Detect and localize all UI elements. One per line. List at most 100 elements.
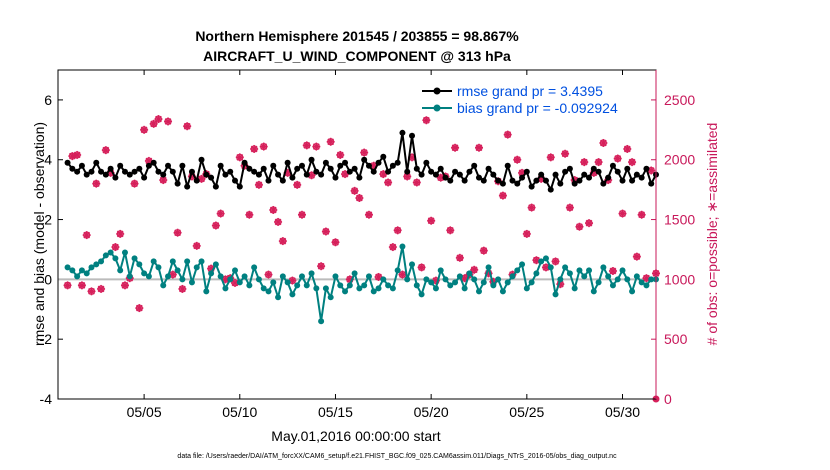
right-tick-label: 2500 [664, 92, 695, 108]
obs-assimilated-marker [269, 205, 278, 214]
obs-assimilated-marker [130, 179, 139, 188]
obs-assimilated-marker [551, 257, 560, 266]
rmse-point [198, 156, 205, 163]
bias-point [112, 255, 119, 262]
left-tick-label: 4 [44, 152, 52, 168]
rmse-point [179, 162, 186, 169]
obs-assimilated-marker [350, 186, 359, 195]
bias-point [533, 270, 540, 277]
obs-assimilated-marker [398, 270, 407, 279]
rmse-point [255, 171, 262, 178]
rmse-point [428, 168, 435, 175]
bias-series [64, 243, 659, 325]
rmse-point [619, 177, 626, 184]
obs-assimilated-marker [116, 229, 125, 238]
rmse-point [74, 168, 81, 175]
bias-point [643, 282, 650, 289]
obs-assimilated-marker [565, 203, 574, 212]
bias-point [337, 282, 344, 289]
rmse-point [452, 168, 459, 175]
bias-point [404, 276, 411, 283]
bias-point [538, 258, 545, 265]
bias-point [198, 258, 205, 265]
rmse-point [351, 165, 358, 172]
bias-point [121, 249, 128, 256]
rmse-point [337, 162, 344, 169]
rmse-point [605, 174, 612, 181]
obs-assimilated-marker [250, 144, 259, 153]
rmse-point [456, 171, 463, 178]
rmse-point [624, 165, 631, 172]
rmse-point [83, 171, 90, 178]
rmse-point [504, 162, 511, 169]
bias-point [370, 288, 377, 295]
obs-assimilated-marker [403, 172, 412, 181]
obs-assimilated-marker [235, 153, 244, 162]
obs-assimilated-marker [331, 238, 340, 247]
rmse-point [78, 162, 85, 169]
rmse-point [241, 159, 248, 166]
rmse-point [294, 165, 301, 172]
bias-point [188, 279, 195, 286]
rmse-point [174, 180, 181, 187]
obs-assimilated-marker [140, 125, 149, 134]
obs-assimilated-marker [326, 137, 335, 146]
rmse-point [600, 180, 607, 187]
rmse-point [69, 165, 76, 172]
rmse-point [165, 162, 172, 169]
rmse-point [514, 180, 521, 187]
bias-point [586, 267, 593, 274]
bias-point [322, 285, 329, 292]
bias-point [313, 285, 320, 292]
obs-assimilated-marker [77, 281, 86, 290]
bias-point [88, 264, 95, 271]
rmse-point [461, 177, 468, 184]
rmse-point [327, 165, 334, 172]
rmse-point [519, 174, 526, 181]
bias-point [624, 276, 631, 283]
bias-point [542, 255, 549, 262]
rmse-point [150, 159, 157, 166]
bias-point [255, 276, 262, 283]
bias-point [609, 282, 616, 289]
obs-assimilated-marker [173, 228, 182, 237]
obs-assimilated-marker [384, 178, 393, 187]
rmse-point [303, 171, 310, 178]
bias-point [93, 261, 100, 268]
rmse-point [629, 177, 636, 184]
rmse-point [385, 168, 392, 175]
rmse-point [399, 129, 406, 136]
x-axis-label: May.01,2016 00:00:00 start [271, 428, 441, 444]
rmse-point [418, 171, 425, 178]
bias-point [432, 285, 439, 292]
bias-point [227, 276, 234, 283]
obs-assimilated-marker [355, 194, 364, 203]
obs-assimilated-marker [274, 217, 283, 226]
bias-point [260, 285, 267, 292]
obs-assimilated-marker [92, 179, 101, 188]
bias-point [475, 288, 482, 295]
right-tick-label: 2000 [664, 152, 695, 168]
obs-assimilated-marker [446, 226, 455, 235]
bias-point [74, 273, 81, 280]
rmse-point [389, 162, 396, 169]
bias-point [294, 282, 301, 289]
right-axis-ticks: 0 500 1000 1500 2000 2500 [651, 92, 695, 407]
obs-assimilated-marker [427, 216, 436, 225]
bias-point [217, 273, 224, 280]
rmse-point [571, 180, 578, 187]
rmse-point [566, 165, 573, 172]
obs-assimilated-marker [474, 143, 483, 152]
rmse-point [490, 171, 497, 178]
bias-point [212, 261, 219, 268]
rmse-point [552, 171, 559, 178]
rmse-point [169, 168, 176, 175]
rmse-point [633, 171, 640, 178]
rmse-point [485, 165, 492, 172]
obs-assimilated-marker [97, 284, 106, 293]
x-tick-label: 05/15 [318, 404, 353, 420]
bias-point [232, 267, 239, 274]
obs-assimilated-marker [585, 219, 594, 228]
rmse-point [265, 177, 272, 184]
